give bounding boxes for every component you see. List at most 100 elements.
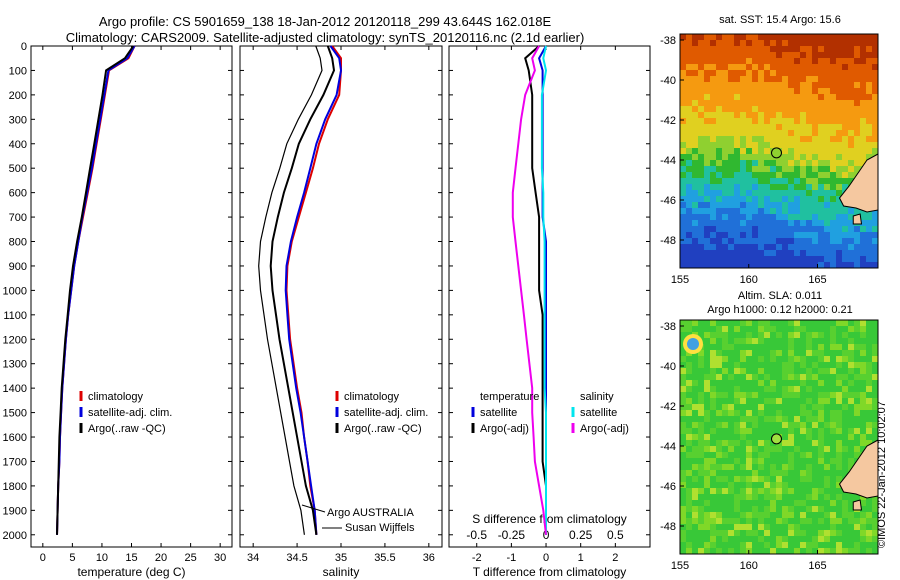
map-cell	[716, 458, 722, 464]
map-cell	[758, 112, 764, 118]
map-cell	[710, 34, 716, 40]
map-cell	[818, 262, 824, 268]
map-cell	[692, 320, 698, 326]
map-cell	[770, 220, 776, 226]
map-cell	[752, 542, 758, 548]
map-cell	[698, 362, 704, 368]
map-cell	[806, 130, 812, 136]
map-cell	[698, 548, 704, 554]
map-cell	[746, 350, 752, 356]
map-cell	[764, 548, 770, 554]
map-cell	[788, 196, 794, 202]
map-cell	[806, 52, 812, 58]
map-cell	[698, 350, 704, 356]
map-cell	[776, 136, 782, 142]
map-cell	[818, 344, 824, 350]
map-cell	[788, 338, 794, 344]
map-cell	[704, 100, 710, 106]
map-cell	[800, 202, 806, 208]
map-cell	[722, 58, 728, 64]
map-cell	[836, 94, 842, 100]
map-cell	[746, 344, 752, 350]
map-cell	[752, 142, 758, 148]
map-cell	[842, 238, 848, 244]
map-cell	[842, 398, 848, 404]
map-cell	[680, 184, 686, 190]
map-cell	[746, 380, 752, 386]
map-cell	[848, 136, 854, 142]
map-cell	[872, 398, 878, 404]
map-cell	[806, 262, 812, 268]
map-cell	[794, 350, 800, 356]
map-cell	[740, 470, 746, 476]
map-cell	[752, 202, 758, 208]
map-cell	[788, 256, 794, 262]
map-cell	[746, 422, 752, 428]
map-cell	[860, 536, 866, 542]
map-cell	[728, 262, 734, 268]
map-cell	[818, 100, 824, 106]
map-cell	[800, 112, 806, 118]
map-cell	[722, 386, 728, 392]
sst-field	[680, 34, 878, 268]
map-cell	[734, 434, 740, 440]
map-cell	[728, 250, 734, 256]
map-cell	[806, 196, 812, 202]
map-cell	[800, 130, 806, 136]
map-cell	[776, 94, 782, 100]
map-cell	[698, 488, 704, 494]
map-cell	[758, 320, 764, 326]
y-tick-label: 700	[9, 212, 27, 224]
map-cell	[710, 220, 716, 226]
x-axis-label: temperature (deg C)	[77, 565, 185, 579]
map-cell	[872, 362, 878, 368]
map-cell	[776, 482, 782, 488]
map-cell	[866, 220, 872, 226]
map-cell	[728, 196, 734, 202]
map-cell	[830, 530, 836, 536]
map-cell	[782, 88, 788, 94]
map-cell	[776, 172, 782, 178]
map-cell	[692, 40, 698, 46]
map-cell	[686, 506, 692, 512]
map-cell	[782, 202, 788, 208]
map-cell	[710, 470, 716, 476]
map-cell	[776, 542, 782, 548]
map-cell	[848, 232, 854, 238]
map-cell	[728, 142, 734, 148]
map-cell	[734, 256, 740, 262]
map-cell	[836, 356, 842, 362]
map-cell	[836, 530, 842, 536]
map-cell	[854, 232, 860, 238]
map-cell	[830, 476, 836, 482]
map-cell	[758, 350, 764, 356]
lat-tick-label: -38	[660, 321, 676, 333]
map-cell	[728, 208, 734, 214]
map-cell	[806, 208, 812, 214]
map-cell	[692, 506, 698, 512]
map-cell	[680, 82, 686, 88]
map-cell	[692, 476, 698, 482]
map-cell	[818, 398, 824, 404]
map-cell	[872, 250, 878, 256]
map-cell	[764, 124, 770, 130]
map-cell	[866, 256, 872, 262]
map-cell	[698, 262, 704, 268]
map-cell	[716, 34, 722, 40]
map-cell	[710, 166, 716, 172]
map-cell	[710, 392, 716, 398]
map-cell	[812, 542, 818, 548]
map-cell	[782, 160, 788, 166]
map-cell	[740, 458, 746, 464]
map-cell	[842, 320, 848, 326]
map-cell	[740, 404, 746, 410]
map-cell	[722, 464, 728, 470]
map-cell	[758, 494, 764, 500]
map-cell	[692, 512, 698, 518]
map-cell	[764, 542, 770, 548]
map-cell	[866, 112, 872, 118]
map-cell	[692, 428, 698, 434]
map-cell	[680, 232, 686, 238]
map-cell	[728, 94, 734, 100]
map-cell	[860, 46, 866, 52]
